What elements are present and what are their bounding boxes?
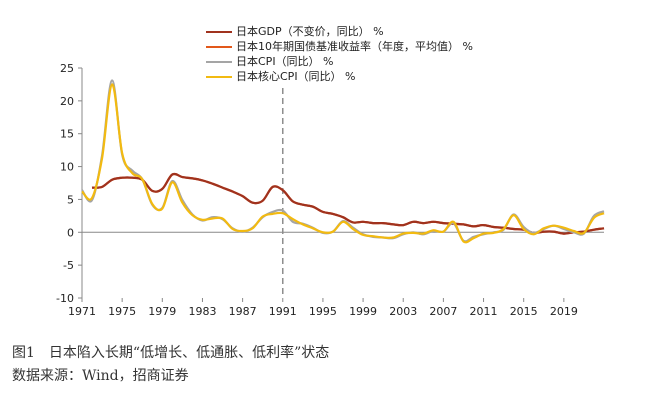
- y-tick-label: 20: [60, 95, 74, 108]
- x-tick-label: 1979: [148, 305, 176, 318]
- y-tick-label: -10: [56, 292, 74, 305]
- legend-label: 日本CPI（同比） %: [236, 55, 334, 68]
- x-tick-label: 1999: [349, 305, 377, 318]
- x-tick-label: 2011: [470, 305, 498, 318]
- series-line-gdp: [91, 172, 605, 235]
- legend-swatch: [206, 46, 232, 48]
- x-tick-label: 2003: [389, 305, 417, 318]
- axes: -10 -5 0 5 10 15 20 25 1971 1975 1979 1983 1987 1991 1…: [56, 62, 604, 318]
- y-tick-label: -5: [63, 259, 74, 272]
- y-tick-label: 10: [60, 161, 74, 174]
- x-tick-label: 2015: [510, 305, 538, 318]
- series-layer: [81, 79, 605, 244]
- x-tick-label: 1983: [188, 305, 216, 318]
- y-tick-label: 0: [67, 226, 74, 239]
- x-tick-label: 2007: [429, 305, 457, 318]
- figure-caption: 图1 日本陷入长期“低增长、低通胀、低利率”状态: [12, 345, 330, 361]
- x-tick-label: 1987: [229, 305, 257, 318]
- x-tick-label: 1991: [269, 305, 297, 318]
- x-tick-label: 2019: [550, 305, 578, 318]
- y-tick-label: 5: [67, 193, 74, 206]
- legend-label: 日本10年期国债基准收益率（年度，平均值） %: [236, 40, 473, 53]
- legend-label: 日本GDP（不变价，同比） %: [236, 25, 384, 38]
- series-line-core-cpi: [81, 83, 605, 244]
- legend-swatch: [206, 76, 232, 78]
- legend-label: 日本核心CPI（同比） %: [236, 70, 356, 83]
- legend-swatch: [206, 31, 232, 33]
- figure-source: 数据来源：Wind，招商证券: [12, 368, 189, 384]
- x-tick-label: 1995: [309, 305, 337, 318]
- y-tick-label: 25: [60, 62, 74, 75]
- legend-swatch: [206, 61, 232, 63]
- y-tick-label: 15: [60, 128, 74, 141]
- x-tick-label: 1971: [68, 305, 96, 318]
- x-tick-label: 1975: [108, 305, 136, 318]
